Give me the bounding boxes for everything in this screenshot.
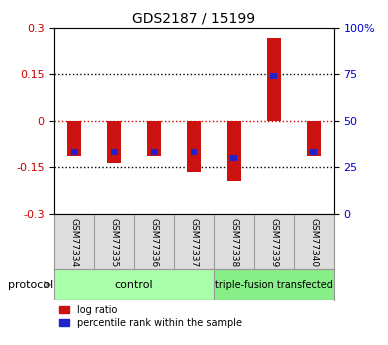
Bar bbox=[147, 121, 161, 157]
Bar bbox=[111, 149, 118, 155]
FancyBboxPatch shape bbox=[54, 269, 214, 300]
Bar bbox=[230, 155, 237, 161]
Text: GSM77335: GSM77335 bbox=[110, 218, 119, 268]
Text: GSM77336: GSM77336 bbox=[150, 218, 159, 268]
Legend: log ratio, percentile rank within the sample: log ratio, percentile rank within the sa… bbox=[59, 305, 242, 328]
Text: GSM77337: GSM77337 bbox=[189, 218, 199, 268]
Bar bbox=[270, 73, 277, 79]
Text: GSM77338: GSM77338 bbox=[229, 218, 238, 268]
Text: control: control bbox=[115, 280, 153, 289]
Bar bbox=[187, 121, 201, 172]
Bar bbox=[151, 149, 158, 155]
Bar bbox=[107, 121, 121, 163]
Bar bbox=[67, 121, 81, 157]
Bar bbox=[307, 121, 321, 157]
Text: triple-fusion transfected: triple-fusion transfected bbox=[215, 280, 333, 289]
Bar bbox=[71, 149, 78, 155]
Bar bbox=[310, 149, 317, 155]
Title: GDS2187 / 15199: GDS2187 / 15199 bbox=[132, 11, 256, 25]
Text: GSM77339: GSM77339 bbox=[269, 218, 278, 268]
Bar bbox=[227, 121, 241, 181]
Text: GSM77334: GSM77334 bbox=[70, 218, 79, 267]
FancyBboxPatch shape bbox=[214, 269, 334, 300]
Text: GSM77340: GSM77340 bbox=[309, 218, 318, 267]
Bar bbox=[267, 38, 281, 121]
Text: protocol: protocol bbox=[8, 280, 53, 289]
Bar bbox=[191, 149, 197, 155]
